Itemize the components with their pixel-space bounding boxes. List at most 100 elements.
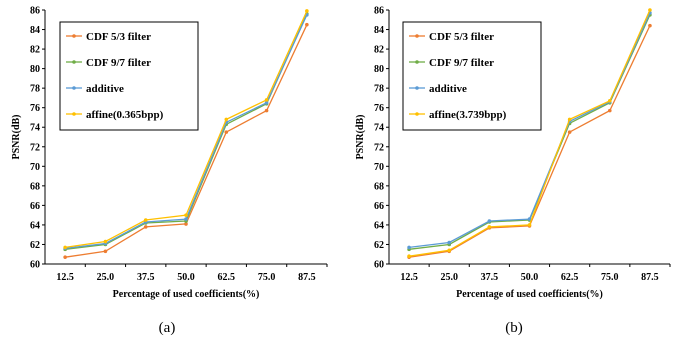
legend-box bbox=[59, 21, 199, 131]
data-point bbox=[567, 117, 572, 122]
legend-box bbox=[402, 21, 542, 131]
y-axis-label: PSNR(dB) bbox=[355, 114, 366, 159]
y-tick-label: 76 bbox=[30, 103, 40, 114]
data-point bbox=[648, 23, 652, 28]
legend-label: CDF 9/7 filter bbox=[86, 57, 151, 69]
data-point bbox=[407, 254, 411, 258]
x-tick-label: 50.0 bbox=[177, 272, 195, 283]
data-point bbox=[607, 108, 612, 113]
y-tick-label: 68 bbox=[30, 181, 40, 192]
y-tick-label: 60 bbox=[374, 260, 384, 271]
chart-panel: 60 62 64 66 68 70 72 74 76 78 80 82 84 86 12.5 25.0 37.5… bbox=[355, 6, 671, 336]
y-tick-label: 82 bbox=[30, 45, 40, 56]
data-point bbox=[63, 245, 67, 250]
data-point bbox=[264, 101, 269, 105]
x-tick-label: 62.5 bbox=[218, 272, 236, 283]
data-point bbox=[607, 99, 612, 103]
y-tick-label: 62 bbox=[374, 240, 384, 251]
x-tick-label: 62.5 bbox=[561, 272, 579, 283]
data-point bbox=[527, 223, 532, 227]
data-point bbox=[184, 217, 188, 221]
data-point bbox=[407, 245, 411, 250]
y-tick-label: 64 bbox=[30, 220, 40, 231]
y-tick-label: 84 bbox=[30, 25, 40, 36]
y-tick-label: 86 bbox=[374, 6, 384, 17]
data-point bbox=[487, 225, 492, 229]
data-point bbox=[447, 248, 452, 253]
x-tick-label: 25.0 bbox=[97, 272, 115, 283]
legend-swatch-marker bbox=[72, 86, 76, 90]
data-point bbox=[143, 218, 148, 222]
panel-caption: (b) bbox=[505, 320, 523, 336]
y-tick-label: 82 bbox=[374, 45, 384, 56]
y-tick-label: 66 bbox=[374, 201, 384, 212]
data-point bbox=[184, 222, 188, 226]
data-point bbox=[264, 98, 269, 102]
data-point bbox=[305, 9, 309, 13]
x-tick-label: 75.0 bbox=[601, 272, 619, 283]
x-tick-label: 37.5 bbox=[137, 272, 155, 283]
legend-swatch-marker bbox=[72, 60, 76, 64]
y-tick-label: 66 bbox=[30, 201, 40, 212]
legend-label: CDF 9/7 filter bbox=[429, 57, 494, 69]
legend-label: additive bbox=[429, 83, 467, 95]
data-point bbox=[567, 130, 572, 134]
chart-panel: 60 62 64 66 68 70 72 74 76 78 80 82 84 86 12.5 25.0 37.5… bbox=[11, 6, 328, 336]
series-group bbox=[63, 22, 309, 259]
data-point bbox=[447, 240, 452, 245]
y-tick-label: 78 bbox=[30, 84, 40, 95]
x-tick-label: 50.0 bbox=[521, 272, 539, 283]
y-tick-label: 86 bbox=[30, 6, 40, 17]
legend-swatch-marker bbox=[72, 112, 76, 116]
series-group bbox=[407, 8, 652, 258]
x-tick-label: 75.0 bbox=[258, 272, 276, 283]
x-axis-label: Percentage of used coefficients(%) bbox=[113, 289, 260, 300]
panel-caption: (a) bbox=[159, 320, 176, 336]
data-point bbox=[305, 22, 309, 27]
y-tick-label: 68 bbox=[374, 181, 384, 192]
series-group bbox=[63, 9, 309, 250]
legend: CDF 5/3 filter CDF 9/7 filter additive affi… bbox=[59, 21, 199, 131]
legend-swatch-marker bbox=[415, 34, 419, 38]
legend-swatch-marker bbox=[415, 60, 419, 64]
legend-swatch-marker bbox=[415, 112, 419, 116]
x-tick-label: 87.5 bbox=[298, 272, 316, 283]
y-tick-label: 76 bbox=[374, 103, 384, 114]
y-tick-label: 74 bbox=[374, 123, 384, 134]
y-tick-label: 80 bbox=[30, 64, 40, 75]
data-point bbox=[103, 239, 108, 244]
y-tick-label: 78 bbox=[374, 84, 384, 95]
legend-label: CDF 5/3 filter bbox=[429, 31, 494, 43]
y-tick-label: 60 bbox=[30, 260, 40, 271]
y-axis-label: PSNR(dB) bbox=[11, 114, 22, 159]
legend-swatch-marker bbox=[415, 86, 419, 90]
y-tick-label: 64 bbox=[374, 220, 384, 231]
data-point bbox=[527, 217, 532, 221]
legend-label: affine(3.739bpp) bbox=[429, 109, 507, 121]
x-tick-label: 37.5 bbox=[481, 272, 499, 283]
data-point bbox=[63, 255, 67, 259]
legend-label: additive bbox=[86, 83, 124, 95]
data-point bbox=[224, 130, 229, 134]
y-tick-label: 80 bbox=[374, 64, 384, 75]
y-tick-label: 74 bbox=[30, 123, 40, 134]
x-tick-label: 12.5 bbox=[400, 272, 418, 283]
y-tick-label: 72 bbox=[374, 142, 384, 153]
legend: CDF 5/3 filter CDF 9/7 filter additive affi… bbox=[402, 21, 542, 131]
data-point bbox=[103, 249, 108, 254]
y-tick-label: 72 bbox=[30, 142, 40, 153]
data-point bbox=[224, 117, 229, 122]
y-tick-label: 62 bbox=[30, 240, 40, 251]
legend-swatch-marker bbox=[72, 34, 76, 38]
x-tick-label: 87.5 bbox=[641, 272, 659, 283]
legend-label: CDF 5/3 filter bbox=[86, 31, 151, 43]
y-tick-label: 70 bbox=[374, 162, 384, 173]
data-point bbox=[648, 8, 652, 12]
x-axis-label: Percentage of used coefficients(%) bbox=[456, 289, 603, 300]
legend-label: affine(0.365bpp) bbox=[86, 109, 164, 121]
data-point bbox=[143, 225, 148, 229]
x-tick-label: 12.5 bbox=[56, 272, 74, 283]
y-tick-label: 84 bbox=[374, 25, 384, 36]
